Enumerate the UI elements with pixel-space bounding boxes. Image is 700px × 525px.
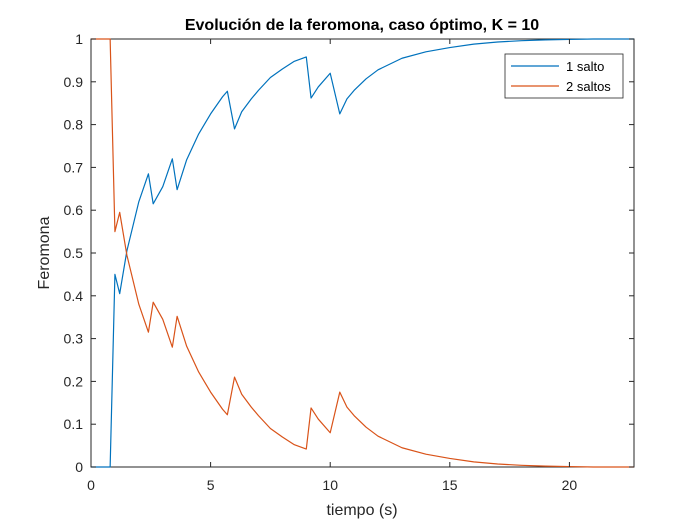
legend-label-2-saltos: 2 saltos xyxy=(566,79,611,94)
y-tick-label: 0.9 xyxy=(64,74,84,90)
series-lines xyxy=(91,38,634,468)
y-tick-label: 0.5 xyxy=(64,245,84,261)
y-tick-label: 0 xyxy=(75,459,83,475)
series-line-2-saltos xyxy=(91,38,634,468)
x-tick-label: 5 xyxy=(207,477,215,493)
legend[interactable]: 1 salto 2 saltos xyxy=(504,53,624,99)
chart-title: Evolución de la feromona, caso óptimo, K… xyxy=(185,17,539,34)
y-tick-label: 0.4 xyxy=(64,288,84,304)
legend-box xyxy=(504,53,624,99)
x-tick-label: 10 xyxy=(322,477,338,493)
x-tick-label: 15 xyxy=(442,477,458,493)
x-axis-label: tiempo (s) xyxy=(326,502,397,519)
y-axis-label: Feromona xyxy=(36,216,53,289)
y-tick-label: 0.7 xyxy=(64,159,84,175)
x-tick-label: 20 xyxy=(562,477,578,493)
x-tick-label: 0 xyxy=(87,477,95,493)
y-tick-label: 0.8 xyxy=(64,117,84,133)
plot-area xyxy=(90,38,635,468)
y-tick-label: 0.6 xyxy=(64,202,84,218)
y-axis-ticks: 0 0.1 0.2 0.3 0.4 0.5 0.6 0.7 0.8 0.9 1 xyxy=(64,31,634,475)
y-tick-label: 0.3 xyxy=(64,331,84,347)
legend-label-1-salto: 1 salto xyxy=(566,59,604,74)
series-line-1-salto xyxy=(91,38,634,468)
x-axis-ticks: 0 5 10 15 20 xyxy=(87,39,577,493)
y-tick-label: 0.2 xyxy=(64,373,84,389)
y-tick-label: 0.1 xyxy=(64,416,84,432)
y-tick-label: 1 xyxy=(75,31,83,47)
